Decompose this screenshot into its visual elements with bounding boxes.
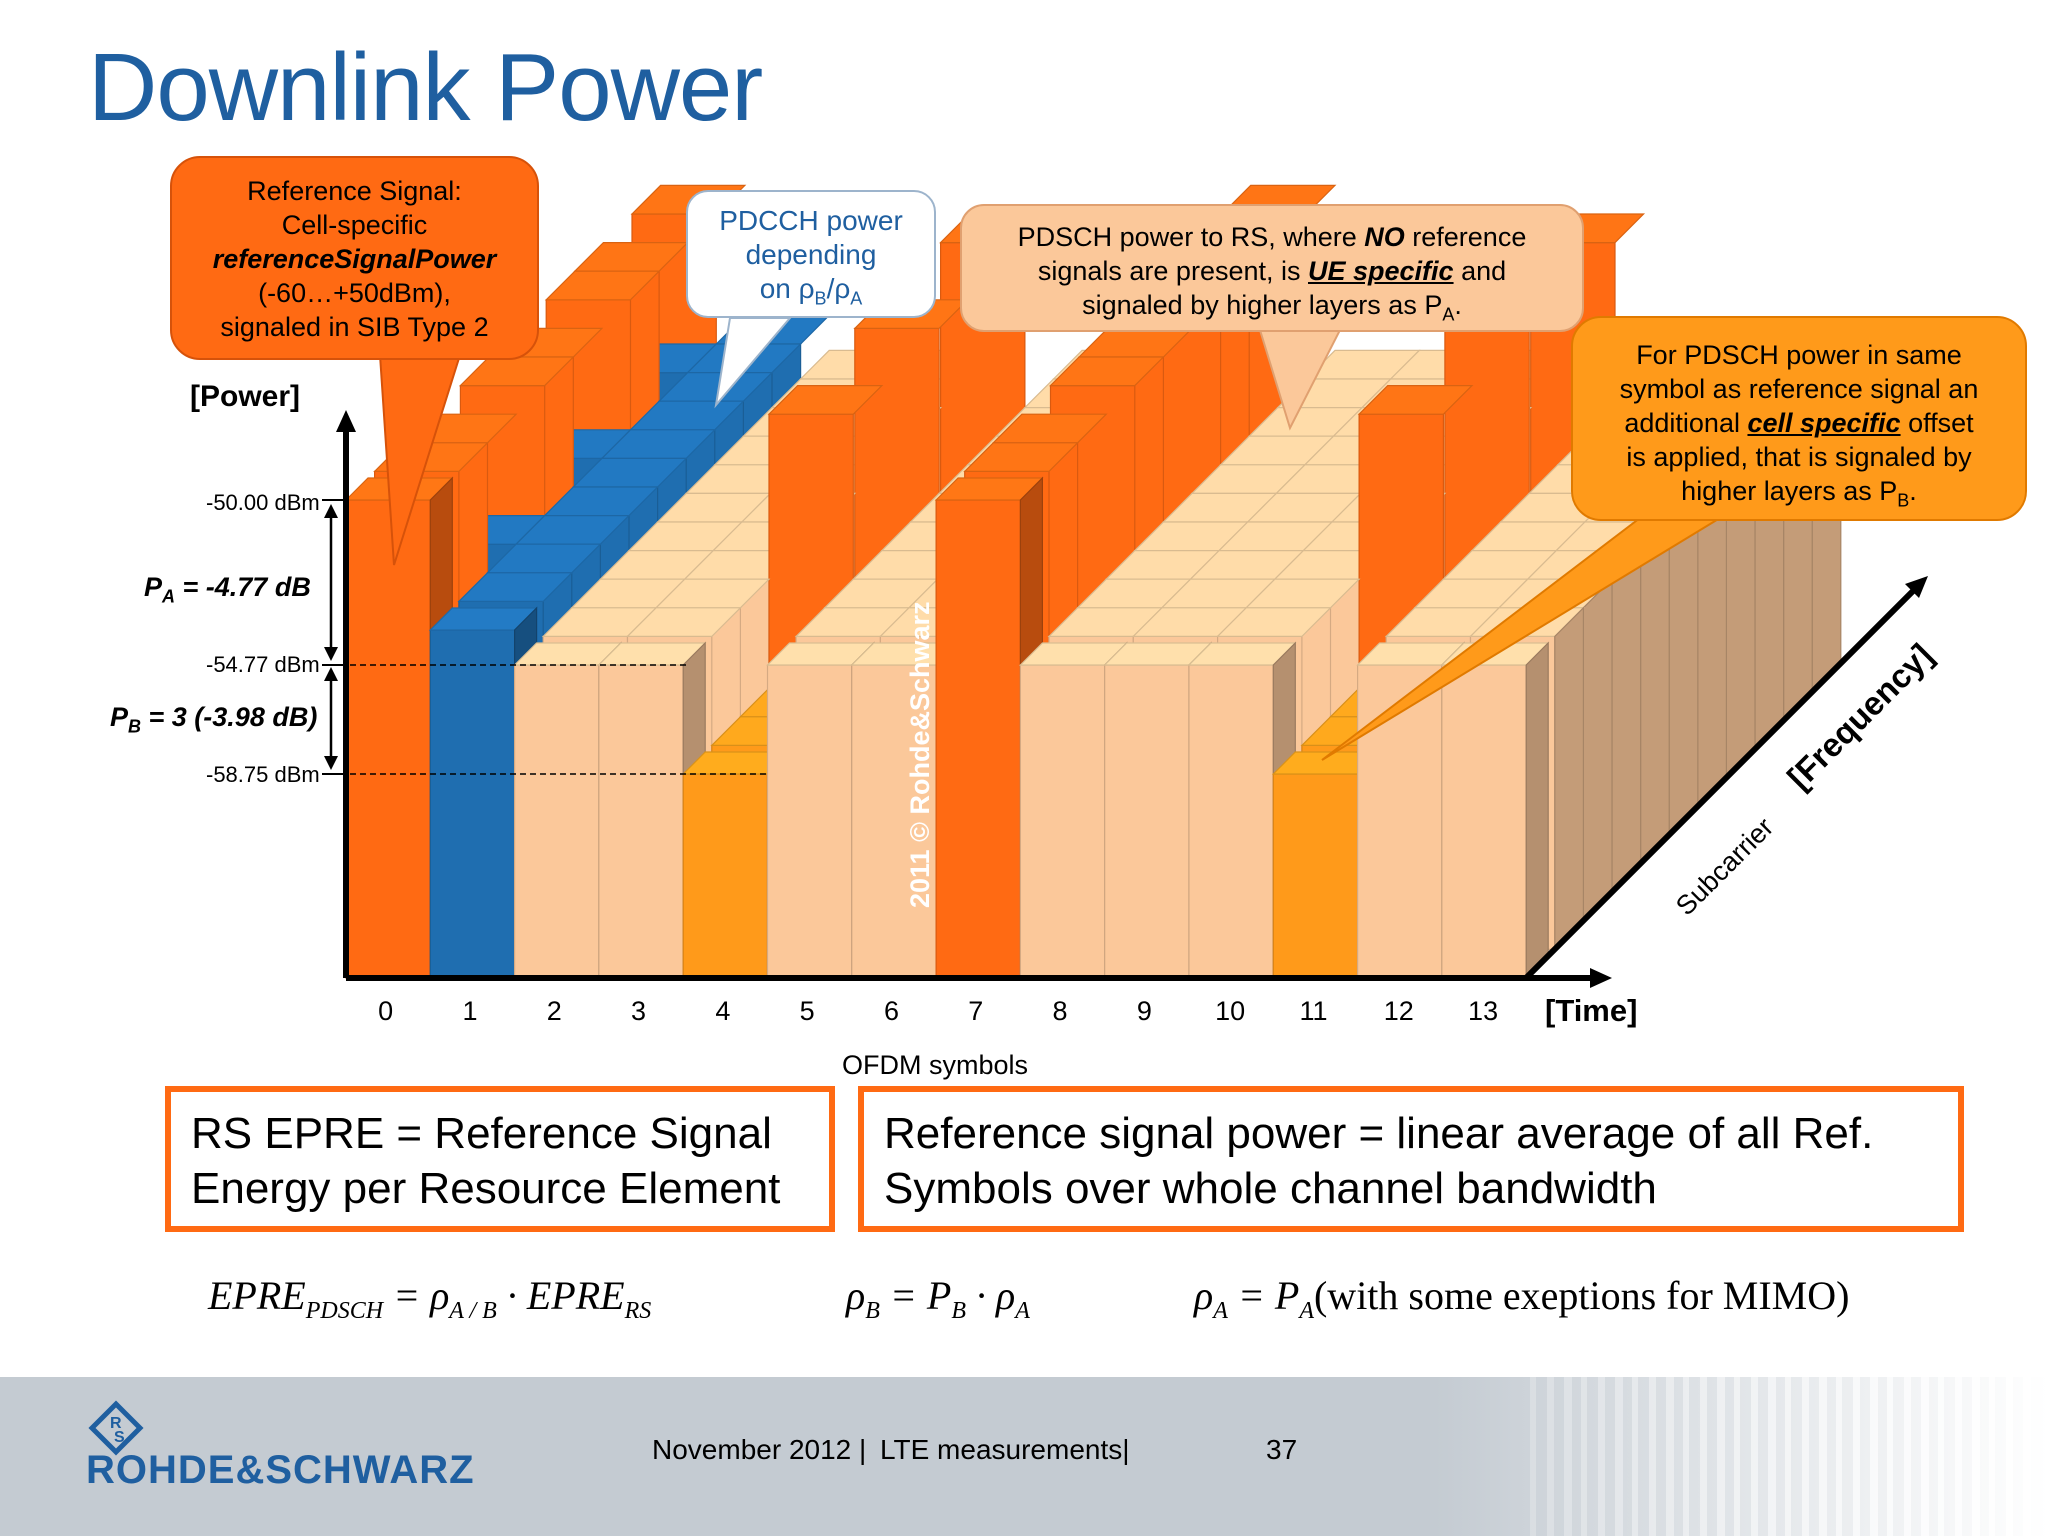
grid-cell-top	[1216, 607, 1332, 638]
grid-cell-top	[767, 385, 884, 415]
rho-a-formula: ρA = PA(with some exeptions for MIMO)	[1194, 1273, 1850, 1324]
rho-b-formula: ρB = PB · ρA	[846, 1273, 1030, 1324]
grid-cell-top	[1049, 356, 1165, 387]
footer-page-number: 37	[1266, 1434, 1298, 1465]
time-axis-arrow-icon	[1590, 968, 1612, 988]
grid-cell-top	[1357, 385, 1474, 415]
ofdm-symbols-caption: OFDM symbols	[842, 1050, 1029, 1080]
symbol-label: 12	[1383, 996, 1414, 1026]
grid-cell-top	[963, 442, 1080, 472]
pa-offset-label: PA = -4.77 dB	[144, 572, 311, 607]
symbol-label: 11	[1299, 996, 1328, 1026]
symbol-label: 0	[378, 996, 394, 1026]
grid-cell-top	[457, 572, 574, 603]
grid-cell-top	[458, 356, 575, 387]
symbol-label: 10	[1215, 996, 1246, 1026]
rohde-schwarz-logo-icon: R S	[88, 1400, 144, 1456]
symbol-label: 5	[799, 996, 815, 1026]
level-label-58-75: -58.75 dBm	[206, 762, 320, 787]
svg-text:S: S	[114, 1429, 125, 1446]
footer-topic: LTE measurements|	[880, 1434, 1130, 1465]
power-axis-arrow-icon	[336, 410, 356, 432]
footer-bar	[0, 1377, 2048, 1536]
level-label-54-77: -54.77 dBm	[206, 652, 320, 677]
pdsch-pa-callout: PDSCH power to RS, where NO reference si…	[960, 204, 1584, 332]
pb-offset-label: PB = 3 (-3.98 dB)	[110, 702, 318, 737]
frequency-axis	[1523, 581, 1923, 981]
epre-pdsch-formula: EPREPDSCH = ρA / B · EPRERS	[208, 1273, 652, 1324]
symbol-label: 4	[715, 996, 731, 1026]
symbol-label: 13	[1468, 996, 1499, 1026]
reference-signal-callout: Reference Signal: Cell-specific referenc…	[170, 156, 539, 360]
symbol-label: 1	[462, 996, 478, 1026]
symbol-label: 9	[1136, 996, 1152, 1026]
grid-cell-top	[544, 270, 661, 301]
rs-epre-definition-box: RS EPRE = Reference Signal Energy per Re…	[165, 1086, 835, 1232]
page-title: Downlink Power	[88, 34, 763, 141]
power-axis-label: [Power]	[190, 380, 301, 413]
pdsch-pb-callout: For PDSCH power in same symbol as refere…	[1571, 316, 2027, 521]
symbol-label: 8	[1052, 996, 1068, 1026]
footer-date: November 2012 |	[652, 1434, 867, 1465]
time-axis-label: [Time]	[1545, 993, 1638, 1028]
symbol-label: 7	[968, 996, 984, 1026]
frequency-axis-arrow-icon	[1905, 576, 1928, 598]
level-label-50: -50.00 dBm	[206, 490, 320, 515]
grid-cell-top	[626, 607, 742, 638]
brand-wordmark: ROHDE&SCHWARZ	[86, 1448, 475, 1492]
svg-text:R: R	[110, 1415, 122, 1432]
pdcch-power-callout: PDCCH power depending on ρB/ρA	[686, 190, 936, 318]
symbol-label: 6	[883, 996, 899, 1026]
symbol-label: 2	[546, 996, 562, 1026]
symbol-label: 3	[631, 996, 647, 1026]
reference-signal-power-box: Reference signal power = linear average …	[858, 1086, 1964, 1232]
